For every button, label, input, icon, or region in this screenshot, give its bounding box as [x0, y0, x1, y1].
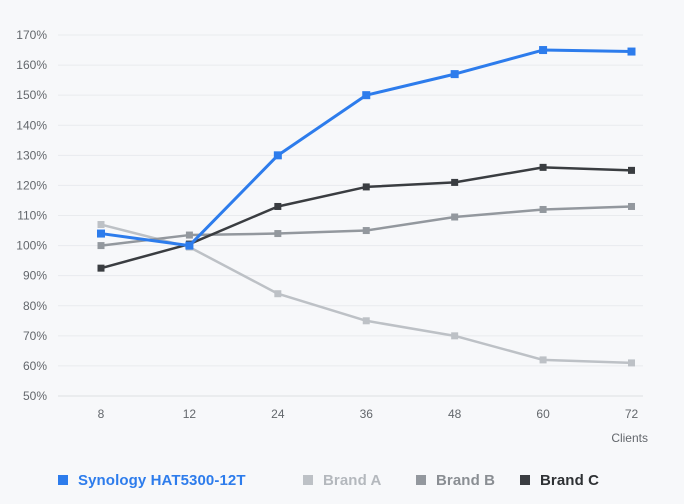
y-tick-label: 100%	[16, 239, 47, 253]
legend-item-synology-hat5300-12t[interactable]: Synology HAT5300-12T	[58, 469, 246, 491]
series-line-brand-c	[99, 166, 633, 270]
y-tick-label: 140%	[16, 118, 47, 132]
series-line-synology-hat5300-12t	[99, 48, 633, 248]
data-point-brand-b	[274, 230, 282, 238]
data-point-synology-hat5300-12t	[362, 91, 371, 100]
data-point-synology-hat5300-12t	[97, 229, 105, 238]
legend-swatch-brand-c	[520, 475, 530, 485]
legend-label-brand-a: Brand A	[323, 471, 382, 489]
data-point-brand-c	[539, 163, 547, 171]
series-line-brand-b	[99, 205, 633, 247]
data-point-brand-c	[628, 166, 635, 174]
y-tick-label: 130%	[16, 148, 47, 162]
y-tick-label: 50%	[23, 389, 47, 403]
y-tick-label: 120%	[16, 178, 47, 192]
data-point-brand-a	[274, 290, 282, 298]
y-tick-label: 70%	[23, 329, 47, 343]
x-tick-label: 12	[183, 407, 197, 421]
x-tick-label: 36	[360, 407, 374, 421]
data-point-synology-hat5300-12t	[185, 241, 194, 250]
x-tick-label: 60	[536, 407, 550, 421]
x-tick-label: 24	[271, 407, 285, 421]
data-point-brand-b	[451, 213, 459, 221]
data-point-brand-c	[274, 202, 282, 210]
data-point-brand-b	[185, 231, 193, 239]
data-point-brand-a	[539, 356, 547, 364]
x-tick-label: 48	[448, 407, 462, 421]
y-tick-label: 80%	[23, 299, 47, 313]
data-point-brand-c	[97, 264, 105, 272]
x-tick-label: 8	[98, 407, 105, 421]
y-tick-label: 90%	[23, 269, 47, 283]
x-axis-title: Clients	[611, 431, 648, 445]
data-point-synology-hat5300-12t	[273, 151, 282, 160]
data-point-brand-b	[362, 227, 370, 235]
legend-label-synology-hat5300-12t: Synology HAT5300-12T	[78, 471, 246, 489]
data-point-brand-a	[451, 332, 459, 340]
legend-item-brand-c[interactable]: Brand C	[520, 469, 599, 491]
y-tick-label: 110%	[17, 209, 47, 223]
y-tick-label: 60%	[23, 359, 47, 373]
legend-swatch-synology-hat5300-12t	[58, 475, 68, 485]
data-point-brand-b	[539, 205, 547, 213]
data-point-brand-c	[451, 178, 459, 186]
data-point-brand-b	[97, 242, 105, 250]
data-point-brand-a	[362, 317, 370, 325]
data-point-brand-b	[628, 202, 635, 210]
data-point-brand-a	[97, 221, 105, 229]
y-tick-label: 170%	[16, 28, 47, 42]
chart-legend: Synology HAT5300-12T Brand A Brand B Brand …	[0, 469, 684, 491]
data-point-brand-a	[628, 359, 635, 367]
legend-swatch-brand-b	[416, 475, 426, 485]
data-point-synology-hat5300-12t	[539, 46, 548, 55]
legend-label-brand-c: Brand C	[540, 471, 600, 489]
data-point-synology-hat5300-12t	[627, 47, 636, 56]
data-point-brand-c	[362, 183, 370, 191]
data-point-synology-hat5300-12t	[450, 70, 459, 79]
chart-canvas: 170% 160% 150% 140% 130% 120% 110% 100% 90% 80% 70…	[16, 28, 643, 421]
legend-label-brand-b: Brand B	[436, 471, 496, 489]
x-tick-label: 72	[625, 407, 639, 421]
y-tick-label: 160%	[16, 58, 47, 72]
legend-item-brand-a[interactable]: Brand A	[303, 469, 381, 491]
y-tick-label: 150%	[16, 88, 47, 102]
legend-swatch-brand-a	[303, 475, 313, 485]
legend-item-brand-b[interactable]: Brand B	[416, 469, 495, 491]
